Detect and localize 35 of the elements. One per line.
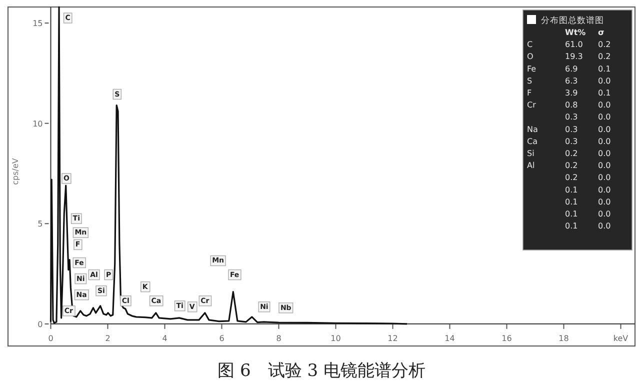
text: F 3.9 0.1 — [527, 88, 611, 98]
text: Ca 0.3 0.0 — [527, 136, 611, 146]
text: 0.1 0.0 — [565, 185, 611, 194]
text: 0.2 0.0 — [565, 173, 611, 182]
text: 0.1 0.0 — [565, 197, 611, 206]
y-axis-title: cps/eV — [11, 158, 20, 185]
text: Si 0.2 0.0 — [527, 149, 611, 158]
y-tick-label: 15 — [32, 19, 43, 28]
x-tick-label: 12 — [388, 334, 398, 343]
y-tick-label: 5 — [38, 220, 43, 229]
x-tick-label: 4 — [162, 334, 168, 343]
text: Wt% σ — [565, 28, 604, 37]
text: 0.1 0.0 — [565, 222, 611, 231]
x-tick-label: 2 — [105, 334, 110, 343]
text: C 61.0 0.2 — [527, 40, 611, 50]
y-tick-label: 0 — [38, 320, 43, 329]
text: S 6.3 0.0 — [527, 76, 611, 86]
x-tick-label: 14 — [444, 334, 455, 343]
text: Al 0.2 0.0 — [527, 161, 611, 170]
text: Cr 0.8 0.0 — [527, 100, 611, 110]
x-tick-label: 10 — [330, 334, 341, 343]
x-tick-label: 8 — [276, 334, 282, 343]
x-tick-label: 16 — [502, 334, 512, 343]
text: O 19.3 0.2 — [527, 52, 611, 62]
text: Na 0.3 0.0 — [527, 124, 611, 134]
text: Fe 6.9 0.1 — [527, 64, 611, 74]
text: 0.3 0.0 — [565, 112, 611, 122]
x-tick-label: 6 — [219, 334, 224, 343]
x-tick-label: keV — [613, 334, 629, 343]
y-tick-label: 10 — [32, 119, 43, 128]
caption: 图 6 试验 3 电镜能谱分析 — [218, 361, 426, 381]
text: 分布图总数谱图 — [541, 15, 604, 26]
text: 0.1 0.0 — [565, 210, 611, 218]
x-tick-label: 18 — [558, 334, 569, 343]
x-tick-label: 0 — [48, 334, 54, 343]
